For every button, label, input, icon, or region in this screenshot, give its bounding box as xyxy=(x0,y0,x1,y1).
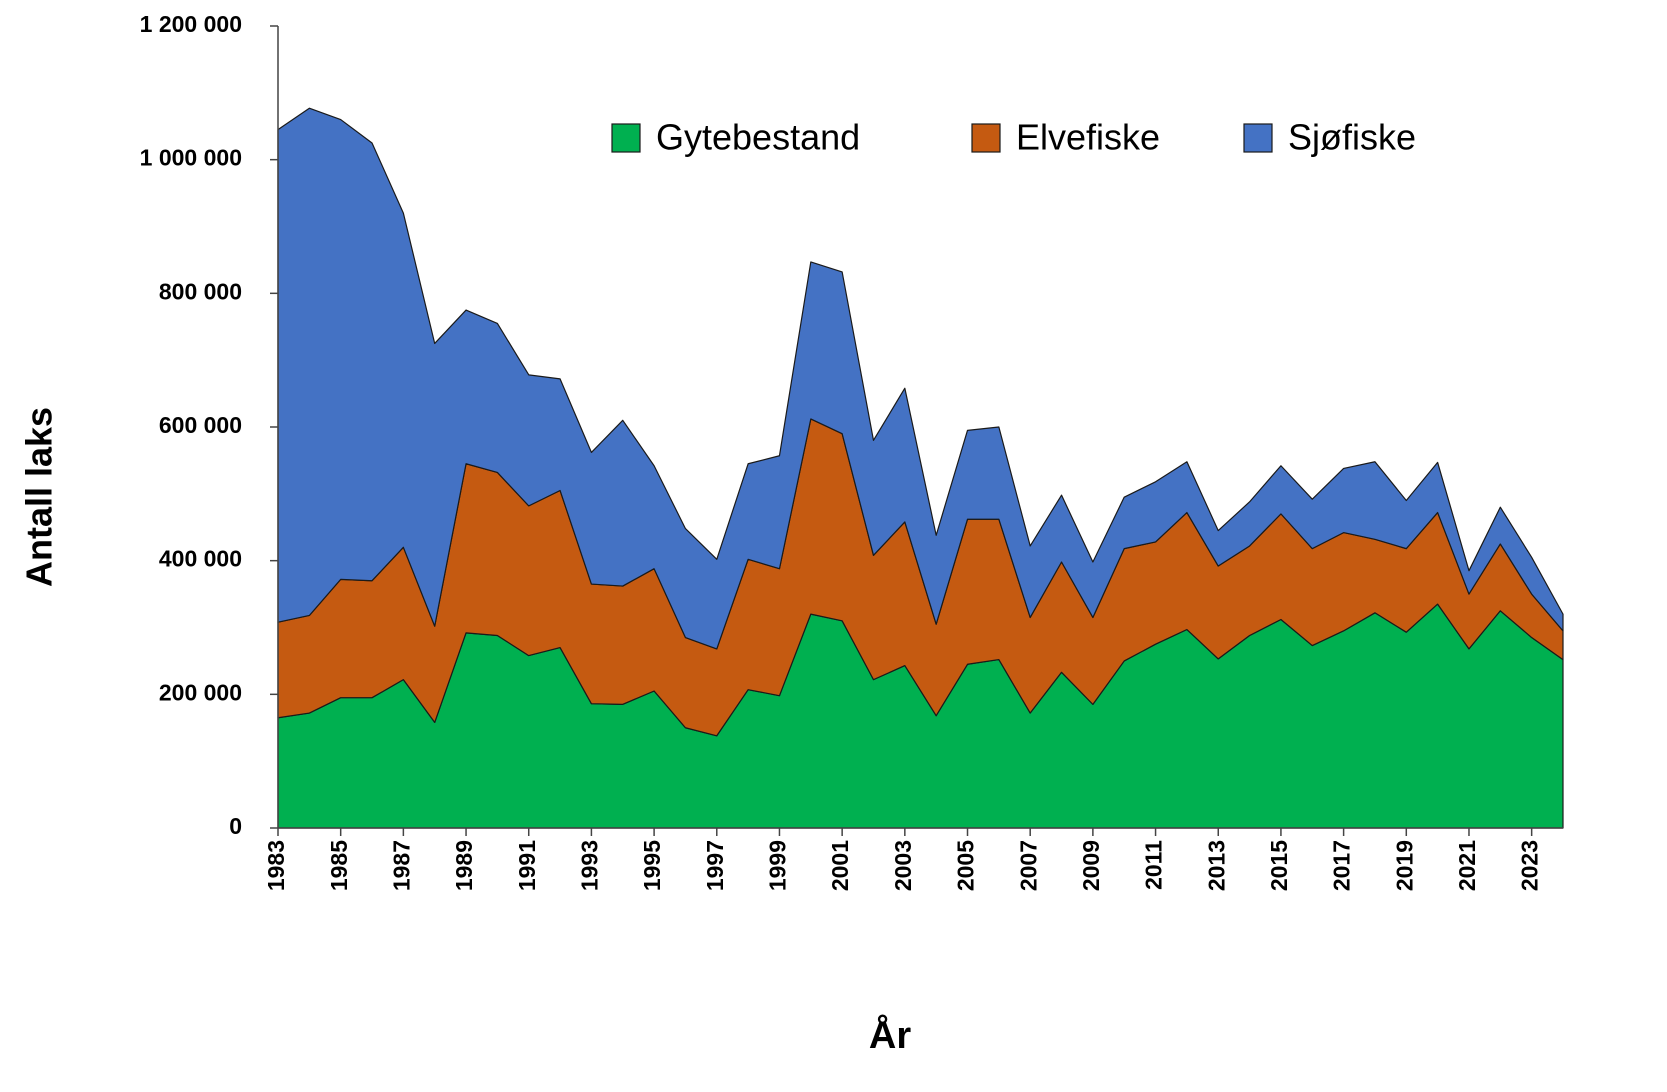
legend-swatch xyxy=(611,123,641,153)
x-tick-label: 1987 xyxy=(388,840,414,891)
x-tick-label: 1999 xyxy=(765,840,791,891)
y-tick-label: 200 000 xyxy=(159,679,242,705)
x-tick-label: 1993 xyxy=(576,840,602,891)
x-tick-label: 2013 xyxy=(1203,840,1229,891)
y-tick-label: 600 000 xyxy=(159,412,242,438)
legend-label: Elvefiske xyxy=(1016,117,1160,158)
y-tick-label: 400 000 xyxy=(159,546,242,572)
legend-swatch xyxy=(971,123,1001,153)
x-tick-label: 2023 xyxy=(1517,840,1543,891)
y-tick-label: 1 200 000 xyxy=(140,11,242,37)
y-tick-label: 800 000 xyxy=(159,278,242,304)
x-tick-label: 2015 xyxy=(1266,840,1292,891)
x-tick-label: 1985 xyxy=(326,840,352,891)
legend-swatch xyxy=(1243,123,1273,153)
x-tick-label: 1997 xyxy=(702,840,728,891)
x-tick-label: 1991 xyxy=(514,840,540,891)
x-tick-label: 2017 xyxy=(1329,840,1355,891)
y-tick-label: 0 xyxy=(229,813,242,839)
area xyxy=(277,107,1564,650)
legend-label: Sjøfiske xyxy=(1288,117,1416,158)
y-axis-title: Antall laks xyxy=(19,407,60,587)
x-tick-label: 2021 xyxy=(1454,840,1480,891)
x-tick-label: 2009 xyxy=(1078,840,1104,891)
legend-label: Gytebestand xyxy=(656,117,860,158)
x-tick-label: 2011 xyxy=(1141,840,1167,890)
x-tick-label: 1983 xyxy=(263,840,289,891)
y-tick-label: 1 000 000 xyxy=(140,145,242,171)
x-tick-label: 2001 xyxy=(827,840,853,891)
x-tick-label: 2007 xyxy=(1015,840,1041,891)
x-axis-title: År xyxy=(869,1013,911,1057)
x-tick-label: 2019 xyxy=(1391,840,1417,891)
x-tick-label: 1995 xyxy=(639,840,665,891)
x-tick-label: 2005 xyxy=(953,840,979,891)
x-tick-label: 2003 xyxy=(890,840,916,891)
x-tick-label: 1989 xyxy=(451,840,477,891)
